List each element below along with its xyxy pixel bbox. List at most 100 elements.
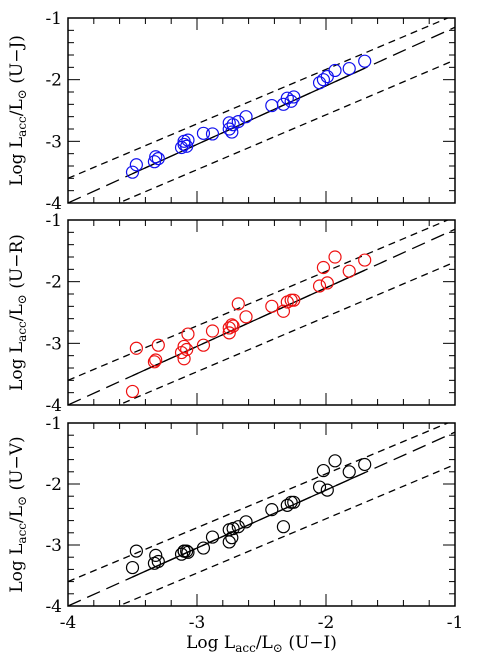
- data-point: [320, 69, 334, 84]
- data-point: [205, 530, 220, 544]
- label-part: (U−I): [283, 633, 337, 653]
- label-part: Log L: [7, 544, 27, 593]
- plot-frame: [67, 17, 456, 204]
- label-part: ⊙: [273, 641, 283, 655]
- data-point: [316, 260, 331, 275]
- label-part: /L: [256, 633, 273, 653]
- panel: -4 -3 -2 -1 Log Lacc/L⊙ (U−R): [7, 211, 456, 416]
- data-point: [287, 90, 301, 104]
- x-tick-label: -3: [189, 613, 206, 633]
- label-part: (U−J): [7, 35, 27, 89]
- data-point: [358, 54, 372, 68]
- data-point: [226, 319, 240, 333]
- y-tick-label: -1: [45, 9, 62, 29]
- data-point: [225, 531, 239, 545]
- y-axis-label: Log Lacc/L⊙ (U−V): [7, 436, 29, 592]
- data-point: [174, 140, 189, 155]
- data-point: [177, 137, 191, 152]
- data-point: [342, 61, 356, 76]
- data-point: [205, 324, 220, 338]
- data-point: [222, 326, 236, 340]
- y-tick-label: -3: [45, 536, 62, 556]
- data-point: [239, 310, 253, 324]
- y-tick-label: -4: [45, 597, 62, 617]
- data-point: [276, 520, 291, 534]
- label-part: ⊙: [15, 89, 29, 99]
- plot-frame: [67, 422, 456, 607]
- data-point: [205, 127, 220, 141]
- data-point: [129, 158, 143, 172]
- label-part: acc: [15, 116, 29, 137]
- y-tick-label: -1: [45, 414, 62, 434]
- data-point: [312, 76, 327, 90]
- y-tick-label: -1: [45, 211, 62, 231]
- data-point: [151, 554, 165, 569]
- data-point: [225, 318, 239, 332]
- data-point: [312, 279, 327, 293]
- x-tick-label: -4: [60, 613, 77, 633]
- fit-line: [117, 463, 455, 606]
- y-tick-label: -4: [45, 396, 62, 416]
- data-point: [342, 465, 356, 479]
- data-point: [149, 548, 163, 562]
- data-point: [151, 338, 165, 352]
- label-part: acc: [235, 641, 256, 655]
- y-axis-label: Log Lacc/L⊙ (U−J): [7, 35, 29, 186]
- data-point: [265, 503, 279, 517]
- data-point: [265, 299, 279, 313]
- data-point: [320, 483, 334, 497]
- data-point: [125, 165, 140, 179]
- data-point: [231, 114, 245, 129]
- y-tick-label: -2: [45, 71, 62, 91]
- x-tick-label: -2: [318, 613, 335, 633]
- data-point: [180, 139, 194, 153]
- data-point: [312, 480, 327, 494]
- data-point: [342, 264, 356, 278]
- data-point: [129, 544, 143, 558]
- label-part: /L: [7, 99, 27, 116]
- data-point: [147, 355, 162, 369]
- x-axis-label: Log Lacc/L⊙ (U−I): [186, 633, 337, 655]
- panel: -4 -3 -2 -1 Log Lacc/L⊙ (U−J): [7, 9, 456, 214]
- data-point: [180, 544, 194, 558]
- data-point: [181, 545, 195, 559]
- data-point: [196, 338, 211, 352]
- y-axis-label: Log Lacc/L⊙ (U−R): [7, 234, 29, 391]
- data-point: [181, 133, 195, 147]
- label-part: (U−R): [7, 234, 27, 294]
- data-point: [125, 384, 140, 399]
- label-part: /L: [7, 304, 27, 321]
- data-point: [147, 155, 162, 169]
- data-point: [284, 293, 298, 307]
- data-point: [239, 110, 253, 124]
- data-point: [196, 541, 211, 555]
- label-part: /L: [7, 506, 27, 523]
- data-point: [276, 304, 291, 318]
- data-point: [225, 125, 239, 139]
- data-point: [287, 293, 301, 307]
- data-point: [226, 521, 240, 536]
- data-point: [280, 498, 294, 512]
- fit-line: [68, 18, 450, 179]
- data-point: [231, 297, 245, 311]
- fit-line: [68, 26, 455, 203]
- y-tick-label: -3: [45, 132, 62, 152]
- data-point: [284, 495, 298, 509]
- label-part: (U−V): [7, 436, 27, 496]
- y-tick-label: -2: [45, 475, 62, 495]
- data-point: [196, 126, 211, 140]
- label-part: Log L: [7, 137, 27, 186]
- data-point: [280, 91, 294, 105]
- data-point: [239, 515, 253, 529]
- data-point: [149, 353, 163, 367]
- data-point: [358, 253, 372, 267]
- data-point: [328, 63, 342, 78]
- data-point: [316, 73, 331, 87]
- data-point: [222, 122, 236, 136]
- data-point: [320, 276, 334, 290]
- data-point: [222, 535, 236, 549]
- fit-line: [68, 220, 450, 381]
- data-point: [181, 327, 195, 341]
